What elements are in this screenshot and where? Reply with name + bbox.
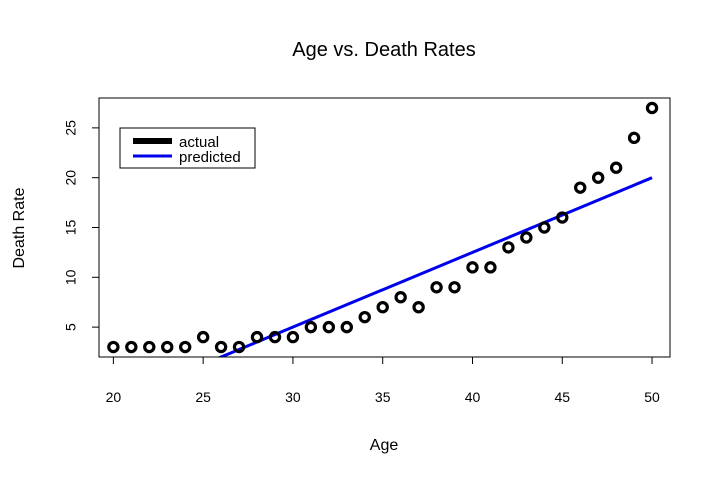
- legend: actual predicted: [119, 127, 256, 169]
- data-point: [322, 320, 336, 334]
- data-point: [466, 261, 479, 274]
- x-tick-label: 20: [106, 389, 122, 405]
- data-point: [484, 261, 497, 274]
- data-point: [250, 330, 264, 344]
- chart-title: Age vs. Death Rates: [292, 39, 475, 61]
- data-point: [161, 340, 174, 354]
- x-tick-label: 35: [375, 389, 391, 405]
- data-point: [143, 340, 156, 354]
- predicted-line: [217, 176, 653, 357]
- data-point: [502, 241, 515, 254]
- legend-label-actual: actual: [179, 134, 219, 151]
- data-point: [340, 320, 353, 334]
- data-point: [538, 221, 551, 234]
- x-tick-label: 25: [195, 389, 211, 405]
- data-point: [304, 320, 318, 334]
- data-point: [412, 300, 425, 314]
- y-axis-label: Death Rate: [11, 187, 28, 268]
- data-point: [430, 281, 443, 294]
- data-point: [645, 101, 659, 115]
- data-point: [232, 340, 246, 354]
- data-point: [394, 291, 407, 304]
- data-point: [448, 281, 461, 294]
- y-tick-label: 5: [63, 323, 79, 331]
- legend-label-predicted: predicted: [179, 149, 241, 166]
- data-point: [376, 300, 389, 314]
- data-point: [358, 310, 371, 324]
- data-point: [574, 181, 587, 194]
- legend-box: [119, 127, 256, 169]
- y-tick-label: 25: [63, 120, 79, 136]
- x-axis: 20 25 30 35 40 45 50: [106, 356, 660, 405]
- data-point: [556, 211, 569, 224]
- y-axis: 5 10 15 20 25: [63, 120, 100, 331]
- data-point: [178, 340, 192, 354]
- x-axis-label: Age: [370, 437, 399, 454]
- y-tick-label: 20: [63, 170, 79, 186]
- data-point: [520, 231, 533, 244]
- x-tick-label: 45: [554, 389, 570, 405]
- plot-frame: [98, 97, 671, 358]
- x-tick-label: 50: [644, 389, 660, 405]
- predicted-series: [217, 176, 653, 357]
- data-point: [125, 340, 138, 354]
- data-point: [196, 330, 210, 344]
- data-point: [268, 330, 282, 344]
- data-point: [214, 340, 228, 354]
- data-point: [609, 161, 623, 174]
- data-point: [627, 131, 641, 145]
- data-point: [591, 171, 605, 184]
- y-tick-label: 10: [63, 269, 79, 285]
- x-tick-label: 30: [285, 389, 301, 405]
- data-point: [286, 330, 300, 344]
- x-tick-label: 40: [465, 389, 481, 405]
- data-point: [107, 340, 120, 354]
- y-tick-label: 15: [63, 220, 79, 236]
- actual-series: [107, 101, 659, 354]
